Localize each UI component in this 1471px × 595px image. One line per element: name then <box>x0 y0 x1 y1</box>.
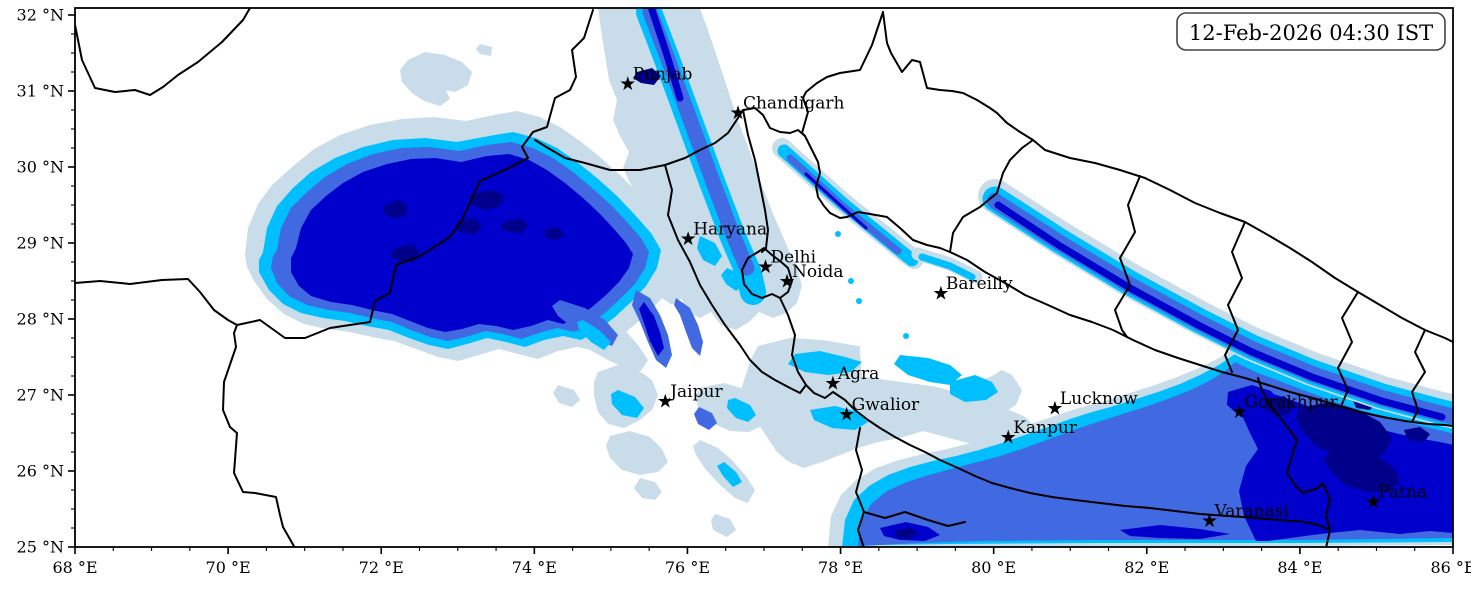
y-tick-label: 28 °N <box>17 310 64 329</box>
y-tick-label: 29 °N <box>17 234 64 253</box>
city-label: Gwalior <box>852 395 920 415</box>
city-label: Jaipur <box>668 382 723 402</box>
city-delhi: ★Delhi <box>757 248 817 279</box>
timestamp-label: 12-Feb-2026 04:30 IST <box>1189 21 1433 45</box>
city-noida: ★Noida <box>778 262 843 293</box>
y-tick-label: 25 °N <box>17 538 64 557</box>
x-axis: 68 °E 70 °E 72 °E 74 °E 76 °E 78 °E 80 °E 82 °E… <box>52 547 1471 577</box>
city-star-icon: ★ <box>932 283 949 305</box>
city-chandigarh: ★Chandigarh <box>729 93 844 124</box>
contour-layer <box>245 8 1453 547</box>
city-label: Delhi <box>771 248 817 268</box>
city-gwalior: ★Gwalior <box>838 395 920 426</box>
x-tick-label: 72 °E <box>359 558 404 577</box>
x-tick-label: 82 °E <box>1124 558 1169 577</box>
city-star-icon: ★ <box>729 102 746 124</box>
city-star-icon: ★ <box>1365 491 1382 513</box>
x-tick-label: 76 °E <box>665 558 710 577</box>
city-star-icon: ★ <box>824 372 841 394</box>
timestamp-box: 12-Feb-2026 04:30 IST <box>1176 12 1446 51</box>
y-tick-label: 31 °N <box>17 82 64 101</box>
city-bareilly: ★Bareilly <box>932 274 1013 305</box>
city-agra: ★Agra <box>824 364 879 395</box>
city-label: Agra <box>837 364 879 384</box>
city-kanpur: ★Kanpur <box>1000 418 1078 449</box>
city-label: Patna <box>1378 482 1427 502</box>
city-star-icon: ★ <box>1201 510 1218 532</box>
city-punjab: ★Punjab <box>619 64 692 95</box>
city-label: Lucknow <box>1060 389 1138 409</box>
city-star-icon: ★ <box>757 256 774 278</box>
city-label: Haryana <box>693 219 767 239</box>
city-patna: ★Patna <box>1365 482 1427 513</box>
city-star-icon: ★ <box>1000 426 1017 448</box>
city-label: Bareilly <box>946 274 1013 294</box>
city-label: Kanpur <box>1013 418 1078 438</box>
x-tick-label: 74 °E <box>512 558 557 577</box>
y-tick-label: 32 °N <box>17 6 64 25</box>
city-gorakhpur: ★Gorakhpur <box>1231 393 1339 424</box>
city-star-icon: ★ <box>1046 397 1063 419</box>
city-label: Noida <box>792 262 844 282</box>
city-star-icon: ★ <box>838 404 855 426</box>
city-haryana: ★Haryana <box>680 219 767 250</box>
city-varanasi: ★Varanasi <box>1201 501 1289 532</box>
x-tick-label: 78 °E <box>818 558 863 577</box>
city-markers: ★Punjab★Chandigarh★Haryana★Delhi★Noida★B… <box>619 64 1427 532</box>
x-tick-label: 80 °E <box>971 558 1016 577</box>
city-star-icon: ★ <box>619 73 636 95</box>
x-tick-label: 70 °E <box>206 558 251 577</box>
city-label: Chandigarh <box>743 93 845 113</box>
city-label: Gorakhpur <box>1244 393 1338 413</box>
y-tick-label: 30 °N <box>17 158 64 177</box>
city-star-icon: ★ <box>1231 401 1248 423</box>
city-lucknow: ★Lucknow <box>1046 389 1138 420</box>
city-label: Punjab <box>633 64 693 84</box>
state-borders <box>75 8 1453 547</box>
y-tick-label: 27 °N <box>17 386 64 405</box>
city-star-icon: ★ <box>657 391 674 413</box>
city-star-icon: ★ <box>680 228 697 250</box>
city-jaipur: ★Jaipur <box>657 382 724 413</box>
x-tick-label: 68 °E <box>52 558 97 577</box>
city-star-icon: ★ <box>778 271 795 293</box>
city-label: Varanasi <box>1214 501 1290 521</box>
x-tick-label: 84 °E <box>1277 558 1322 577</box>
y-axis: 25 °N 26 °N 27 °N 28 °N 29 °N 30 °N 31 °N 32 °N <box>17 6 75 557</box>
y-tick-label: 26 °N <box>17 462 64 481</box>
x-tick-label: 86 °E <box>1430 558 1471 577</box>
